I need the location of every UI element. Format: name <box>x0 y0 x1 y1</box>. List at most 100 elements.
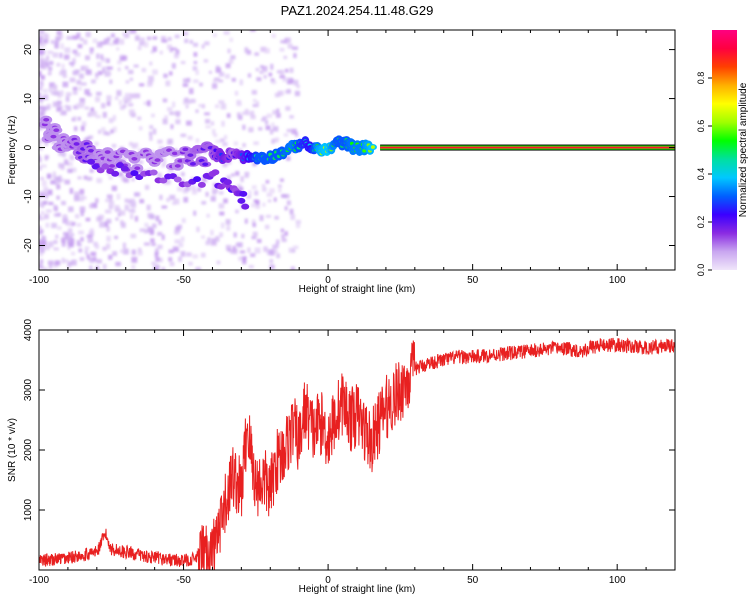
snr-y-label: SNR (10 * v/v) <box>7 418 18 482</box>
heatmap-noise-cell <box>43 267 48 270</box>
heatmap-noise-cell <box>234 90 239 96</box>
heatmap-noise-cell <box>144 222 149 228</box>
heatmap-noise-cell <box>251 203 256 208</box>
heatmap-noise-cell <box>133 93 139 98</box>
heatmap-noise-cell <box>154 263 158 268</box>
heatmap-noise-cell <box>248 190 252 197</box>
heatmap-noise-cell <box>161 267 166 270</box>
heatmap-noise-cell <box>250 114 256 120</box>
heatmap-noise-cell <box>288 247 294 253</box>
heatmap-noise-cell <box>108 42 114 46</box>
heatmap-noise-cell <box>271 33 276 38</box>
heatmap-noise-cell <box>62 74 67 78</box>
heatmap-noise-cell <box>94 141 99 146</box>
heatmap-noise-cell <box>193 60 198 65</box>
heatmap-noise-cell <box>165 179 171 185</box>
heatmap-noise-cell <box>45 194 49 199</box>
heatmap-noise-cell <box>67 220 73 227</box>
heatmap-noise-cell <box>180 236 185 242</box>
heatmap-noise-cell <box>58 71 65 76</box>
heatmap-noise-cell <box>264 120 269 125</box>
heatmap-noise-cell <box>208 70 213 74</box>
heatmap-noise-cell <box>187 99 192 104</box>
heatmap-noise-cell <box>124 93 131 99</box>
heatmap-noise-cell <box>146 36 152 41</box>
heatmap-noise-cell <box>227 48 231 54</box>
heatmap-noise-cell <box>215 236 220 242</box>
heatmap-noise-cell <box>105 58 110 63</box>
heatmap-noise-cell <box>82 65 87 70</box>
heatmap-noise-cell <box>210 196 216 202</box>
heatmap-noise-cell <box>155 257 161 262</box>
heatmap-noise-cell <box>277 90 284 96</box>
heatmap-noise-cell <box>220 138 225 142</box>
heatmap-noise-cell <box>292 245 299 250</box>
heatmap-noise-cell <box>73 105 79 110</box>
heatmap-noise-cell <box>51 222 57 229</box>
heatmap-noise-cell <box>72 89 78 95</box>
heatmap-noise-cell <box>39 92 42 97</box>
heatmap-cell <box>173 176 182 183</box>
heatmap-noise-cell <box>65 232 70 239</box>
heatmap-noise-cell <box>116 47 120 51</box>
heatmap-noise-cell <box>56 195 60 200</box>
heatmap-noise-cell <box>184 97 189 103</box>
heatmap-noise-cell <box>80 65 85 71</box>
heatmap-noise-cell <box>241 233 245 239</box>
heatmap-noise-cell <box>133 192 139 197</box>
heatmap-noise-cell <box>246 195 252 199</box>
heatmap-noise-cell <box>122 96 127 102</box>
colorbar-ticks: 0.0 0.2 0.4 0.6 0.8 <box>696 72 712 276</box>
heatmap-noise-cell <box>225 219 231 225</box>
heatmap-noise-cell <box>106 218 112 224</box>
heatmap-noise-cell <box>182 78 188 84</box>
heatmap-noise-cell <box>274 215 279 220</box>
heatmap-noise-cell <box>102 246 107 251</box>
heatmap-noise-cell <box>106 225 110 232</box>
heatmap-noise-cell <box>43 62 50 68</box>
heatmap-noise-cell <box>289 78 294 83</box>
heatmap-noise-cell <box>239 79 243 86</box>
heatmap-noise-cell <box>85 217 91 222</box>
heatmap-noise-cell <box>90 107 94 112</box>
heatmap-noise-cell <box>242 259 247 265</box>
heatmap-noise-cell <box>285 68 289 73</box>
heatmap-cell <box>193 176 202 183</box>
heatmap-noise-cell <box>40 75 45 80</box>
y-tick-label: 20 <box>23 44 34 56</box>
constant-line-core <box>380 146 675 149</box>
heatmap-noise-cell <box>123 99 128 104</box>
heatmap-noise-cell <box>81 196 87 200</box>
heatmap-noise-cell <box>210 229 214 236</box>
heatmap-noise-cell <box>182 83 189 87</box>
heatmap-noise-cell <box>78 242 82 247</box>
heatmap-noise-cell <box>89 168 94 173</box>
heatmap-noise-cell <box>39 252 43 257</box>
heatmap-noise-cell <box>39 87 43 91</box>
heatmap-cell <box>73 142 80 146</box>
heatmap-noise-cell <box>76 32 81 39</box>
heatmap-noise-cell <box>57 101 61 107</box>
heatmap-noise-cell <box>219 232 224 238</box>
heatmap-noise-cell <box>222 163 228 168</box>
heatmap-noise-cell <box>273 197 277 202</box>
heatmap-noise-cell <box>114 37 120 42</box>
y-tick-label: 3000 <box>23 378 34 401</box>
heatmap-noise-cell <box>57 226 62 231</box>
heatmap-noise-cell <box>207 237 211 243</box>
heatmap-noise-cell <box>109 200 115 205</box>
heatmap-noise-cell <box>78 230 84 235</box>
heatmap-noise-cell <box>190 185 196 190</box>
heatmap-noise-cell <box>102 111 107 118</box>
heatmap-noise-cell <box>283 55 288 60</box>
heatmap-noise-cell <box>213 133 218 138</box>
heatmap-noise-cell <box>44 105 50 111</box>
heatmap-noise-cell <box>139 83 145 87</box>
heatmap-noise-cell <box>116 90 122 96</box>
colorbar: 0.0 0.2 0.4 0.6 0.8 Normalized spectral ampl… <box>696 30 749 276</box>
heatmap-noise-cell <box>152 46 157 52</box>
heatmap-noise-cell <box>263 74 267 79</box>
heatmap-noise-cell <box>56 107 61 112</box>
heatmap-noise-cell <box>271 80 277 85</box>
heatmap-noise-cell <box>100 41 106 45</box>
